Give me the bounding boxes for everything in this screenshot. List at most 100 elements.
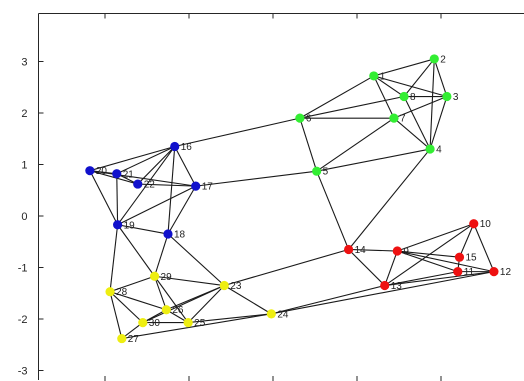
graph-edge-25-29: [154, 275, 189, 323]
graph-node-13: [380, 280, 390, 291]
graph-node-27: [117, 333, 127, 344]
graph-edge-3-4: [429, 96, 448, 150]
graph-edge-23-24: [223, 285, 272, 315]
graph-node-20: [85, 166, 95, 176]
node-label-7: 7: [400, 114, 406, 125]
graph-edge-12-24: [271, 271, 495, 315]
graph-node-22: [133, 179, 143, 189]
node-label-27: 27: [128, 334, 140, 345]
node-label-5: 5: [323, 167, 329, 178]
node-label-12: 12: [500, 267, 512, 278]
graph-edge-10-15: [458, 223, 475, 258]
graph-edge-1-6: [299, 75, 375, 119]
graph-edge-16-18: [167, 146, 176, 235]
graph-edge-4-5: [316, 148, 431, 172]
graph-node-26: [161, 305, 171, 315]
node-label-29: 29: [161, 272, 173, 283]
graph-edge-4-8: [403, 96, 431, 150]
graph-node-25: [183, 318, 193, 328]
node-label-2: 2: [440, 54, 446, 65]
graph-edge-23-29: [154, 275, 225, 287]
graph-edge-19-29: [117, 224, 156, 277]
node-label-1: 1: [380, 71, 386, 82]
graph-edge-14-23: [224, 248, 349, 287]
graph-edge-4-7: [393, 117, 431, 150]
node-label-30: 30: [149, 318, 161, 329]
graph-edge-13-24: [271, 284, 385, 315]
graph-edge-1-7: [373, 75, 395, 119]
graph-edge-4-14: [348, 148, 431, 250]
graph-edge-2-8: [403, 58, 435, 97]
node-label-26: 26: [172, 305, 184, 316]
graph-node-19: [113, 220, 123, 230]
node-label-20: 20: [96, 166, 108, 177]
graph-edge-17-22: [137, 183, 196, 187]
graph-edge-5-6: [299, 117, 318, 172]
node-label-18: 18: [174, 230, 186, 241]
node-label-6: 6: [306, 114, 312, 125]
node-label-13: 13: [391, 281, 403, 292]
graph-edge-23-30: [142, 285, 225, 324]
graph-node-18: [163, 229, 173, 239]
graph-edge-16-17: [174, 146, 197, 187]
graph-edge-16-19: [117, 146, 176, 226]
node-label-3: 3: [453, 92, 459, 103]
graph-edge-27-28: [109, 291, 123, 339]
y-tick-label: 0: [21, 211, 27, 223]
graph-edge-3-7: [393, 96, 448, 119]
graph-node-6: [295, 113, 305, 123]
node-label-8: 8: [410, 92, 416, 103]
graph-node-8: [399, 91, 409, 102]
graph-node-9: [392, 246, 402, 256]
node-label-17: 17: [202, 182, 214, 193]
graph-edge-2-4: [429, 58, 435, 150]
node-label-28: 28: [116, 287, 128, 298]
graph-edge-1-8: [373, 75, 405, 97]
graph-edge-6-8: [299, 95, 405, 119]
y-tick-label: -1: [18, 263, 28, 275]
graph-node-30: [138, 318, 148, 328]
graph-edge-26-28: [109, 291, 167, 311]
graph-node-21: [112, 169, 122, 179]
graph-edge-10-13: [384, 223, 475, 286]
graph-edge-28-29: [109, 275, 155, 293]
graph-edge-16-20: [89, 145, 175, 172]
graph-node-23: [219, 280, 229, 291]
graph-node-10: [469, 219, 479, 229]
graph-edge-6-16: [174, 117, 301, 148]
graph-edge-1-2: [373, 58, 435, 77]
graph-edge-20-22: [89, 170, 138, 185]
graph-edge-24-25: [188, 313, 272, 324]
x-tick-group: [104, 13, 442, 381]
y-tick-group: 3 2 1 0 -1 -2 -3: [18, 57, 44, 378]
graph-edge-9-14: [348, 248, 398, 252]
node-label-15: 15: [465, 253, 477, 264]
graph-edge-18-19: [117, 224, 169, 235]
edge-layer: [89, 58, 495, 340]
node-label-22: 22: [144, 180, 156, 191]
graph-edge-9-10: [397, 223, 474, 252]
graph-edge-16-21: [116, 145, 175, 175]
graph-edge-17-18: [167, 185, 197, 235]
graph-node-15: [454, 252, 465, 262]
graph-edge-2-3: [433, 58, 448, 97]
graph-edge-5-17: [195, 170, 317, 187]
graph-edge-18-29: [154, 233, 169, 277]
graph-edge-5-7: [316, 117, 395, 172]
graph-edge-23-25: [187, 285, 225, 323]
graph-node-28: [105, 287, 115, 297]
node-label-14: 14: [355, 245, 367, 256]
graph-edge-18-23: [167, 233, 225, 286]
graph-edge-9-11: [397, 250, 458, 273]
graph-edge-10-12: [473, 223, 495, 272]
graph-edge-19-21: [116, 173, 119, 225]
axis-box: [38, 13, 524, 380]
graph-node-12: [489, 267, 499, 277]
graph-node-16: [170, 141, 180, 152]
graph-edge-9-15: [397, 250, 460, 258]
y-tick-label: 3: [21, 57, 27, 69]
y-tick-label: -3: [18, 366, 28, 378]
